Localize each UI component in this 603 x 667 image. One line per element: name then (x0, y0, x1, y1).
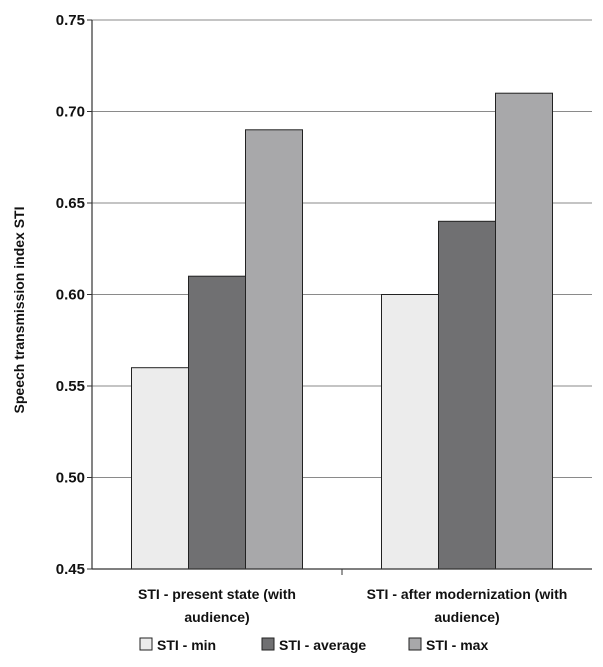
y-tick-label: 0.55 (56, 378, 85, 395)
y-tick-labels: 0.45 0.50 0.55 0.60 0.65 0.70 0.75 (56, 12, 85, 578)
x-category-label: STI - after modernization (with audience) (367, 586, 568, 625)
bar-sti-max (495, 92, 553, 570)
y-tick-label: 0.75 (56, 12, 85, 29)
legend-label: STI - max (426, 637, 488, 653)
legend-swatch (139, 637, 153, 651)
y-tick-label: 0.65 (56, 195, 85, 212)
bar-sti-average (438, 220, 496, 570)
legend-label: STI - min (157, 637, 216, 653)
legend: STI - min STI - average STI - max (139, 637, 488, 653)
x-category-label: STI - present state (with audience) (138, 586, 296, 625)
axes (87, 19, 592, 575)
y-axis-title: Speech transmission index STI (11, 207, 27, 414)
bar-sti-average (188, 275, 246, 570)
y-tick-label: 0.70 (56, 104, 85, 121)
legend-label: STI - average (279, 637, 366, 653)
legend-swatch (408, 637, 422, 651)
y-tick-label: 0.50 (56, 470, 85, 487)
y-tick-label: 0.60 (56, 287, 85, 304)
bar-sti-min (131, 367, 189, 570)
bar-sti-min (381, 294, 439, 570)
x-category-labels: STI - present state (with audience) STI - … (138, 586, 567, 625)
bars (131, 92, 553, 570)
y-tick-label: 0.45 (56, 561, 85, 578)
legend-swatch (261, 637, 275, 651)
bar-sti-max (245, 129, 303, 570)
